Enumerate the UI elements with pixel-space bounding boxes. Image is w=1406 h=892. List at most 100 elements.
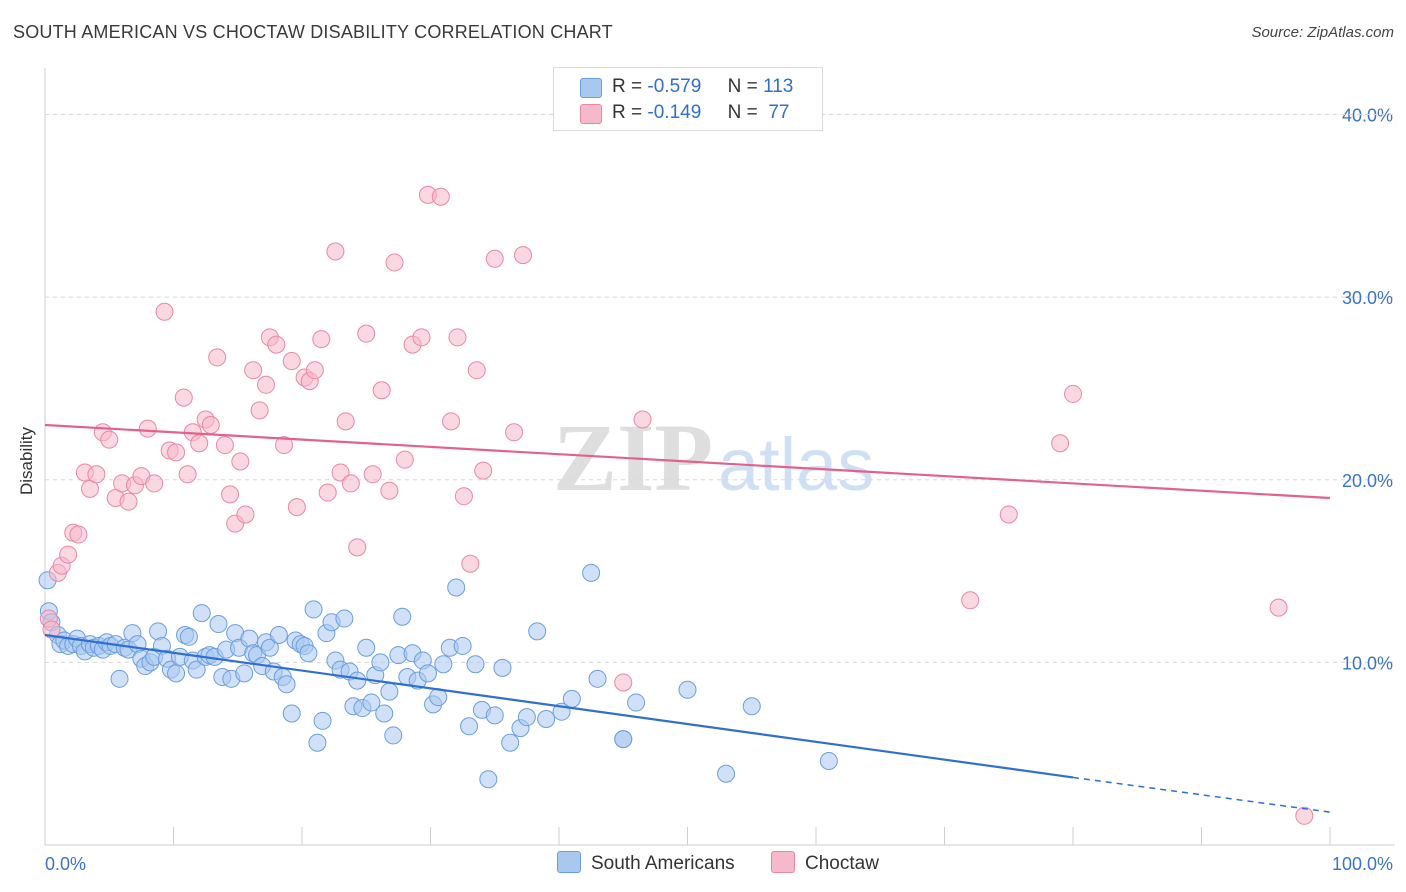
choctaw-point: [1269, 598, 1288, 617]
y-tick-label: 30.0%: [1342, 288, 1393, 308]
choctaw-point: [305, 361, 324, 380]
south-americans-point: [235, 664, 254, 683]
choctaw-point: [336, 412, 355, 431]
south-americans-trend-line: [44, 633, 1074, 779]
south-americans-point: [269, 625, 288, 644]
choctaw-point: [87, 465, 106, 484]
choctaw-point: [461, 554, 480, 573]
pink-swatch-icon: [771, 851, 795, 873]
south-americans-point: [453, 636, 472, 655]
choctaw-point: [267, 335, 286, 354]
legend-label: South Americans: [591, 853, 735, 874]
choctaw-point: [372, 381, 391, 400]
choctaw-point: [190, 434, 209, 453]
choctaw-point: [138, 419, 157, 438]
south-americans-point: [380, 682, 399, 701]
choctaw-point: [363, 465, 382, 484]
south-americans-point: [485, 706, 504, 725]
source-label: Source: ZipAtlas.com: [1251, 24, 1394, 41]
choctaw-point: [287, 498, 306, 517]
blue-swatch-icon: [580, 78, 602, 98]
blue-swatch-icon: [557, 851, 581, 873]
south-americans-point: [167, 664, 186, 683]
south-americans-point: [260, 638, 279, 657]
south-americans-point: [819, 751, 838, 770]
south-americans-point: [537, 709, 556, 728]
choctaw-trend-line: [44, 423, 1331, 500]
choctaw-point: [100, 430, 119, 449]
choctaw-point: [454, 487, 473, 506]
south-americans-point: [434, 655, 453, 674]
legend-label: Choctaw: [805, 853, 879, 874]
choctaw-point: [357, 324, 376, 343]
south-americans-point: [447, 578, 466, 597]
south-americans-point: [582, 563, 601, 582]
choctaw-point: [208, 348, 227, 367]
choctaw-point: [999, 505, 1018, 524]
choctaw-point: [231, 452, 250, 471]
choctaw-point: [448, 328, 467, 347]
south-americans-point: [304, 600, 323, 619]
south-americans-point: [742, 697, 761, 716]
south-americans-point: [501, 733, 520, 752]
choctaw-point: [1064, 384, 1082, 403]
south-americans-point: [375, 704, 394, 723]
n-value: 113: [763, 76, 794, 97]
south-americans-point: [282, 704, 301, 723]
n-label: N =: [727, 76, 758, 97]
choctaw-point: [167, 443, 186, 462]
choctaw-point: [1051, 434, 1070, 453]
south-americans-point: [393, 607, 412, 626]
south-americans-point: [517, 708, 536, 727]
y-axis-label: Disability: [17, 426, 36, 495]
chart-title: SOUTH AMERICAN VS CHOCTAW DISABILITY COR…: [13, 22, 613, 42]
choctaw-point: [69, 525, 88, 544]
choctaw-point: [961, 591, 980, 610]
choctaw-point: [442, 412, 461, 431]
south-americans-point: [277, 675, 296, 694]
correlation-legend: R = -0.579 N = 113 R = -0.149 N = 77: [553, 67, 823, 131]
choctaw-point: [282, 352, 301, 371]
south-americans-point: [678, 680, 697, 699]
south-americans-point: [479, 770, 498, 789]
choctaw-point: [431, 187, 450, 206]
south-americans-point: [313, 711, 332, 730]
choctaw-point: [318, 483, 337, 502]
choctaw-point: [174, 388, 193, 407]
r-value: -0.579: [647, 76, 702, 97]
choctaw-point: [257, 375, 276, 394]
y-tick-label: 20.0%: [1342, 471, 1393, 491]
y-tick-label: 40.0%: [1342, 106, 1393, 126]
south-americans-point: [179, 627, 198, 646]
r-label: R =: [612, 76, 643, 97]
choctaw-point: [42, 620, 61, 639]
choctaw-point: [275, 436, 294, 455]
n-value: 77: [768, 102, 790, 123]
south-americans-point: [466, 655, 485, 674]
south-americans-point: [110, 669, 129, 688]
r-label: R =: [612, 102, 643, 123]
choctaw-point: [201, 415, 220, 434]
south-americans-point: [528, 622, 547, 641]
choctaw-point: [1295, 806, 1314, 825]
choctaw-point: [380, 481, 399, 500]
choctaw-point: [250, 401, 269, 420]
south-americans-point: [209, 615, 228, 634]
choctaw-point: [312, 330, 331, 349]
south-americans-point: [384, 726, 403, 745]
south-americans-point: [562, 689, 581, 708]
x-tick-label: 0.0%: [45, 854, 86, 874]
south-americans-point: [627, 693, 646, 712]
choctaw-point: [236, 505, 255, 524]
choctaw-point: [215, 436, 234, 455]
choctaw-point: [633, 410, 652, 429]
south-americans-point: [335, 609, 354, 628]
choctaw-point: [505, 423, 524, 442]
south-americans-point: [614, 730, 633, 749]
south-americans-point: [588, 669, 607, 688]
pink-swatch-icon: [580, 104, 602, 124]
choctaw-point: [514, 246, 533, 265]
south-americans-point: [717, 764, 736, 783]
choctaw-point: [119, 492, 138, 511]
